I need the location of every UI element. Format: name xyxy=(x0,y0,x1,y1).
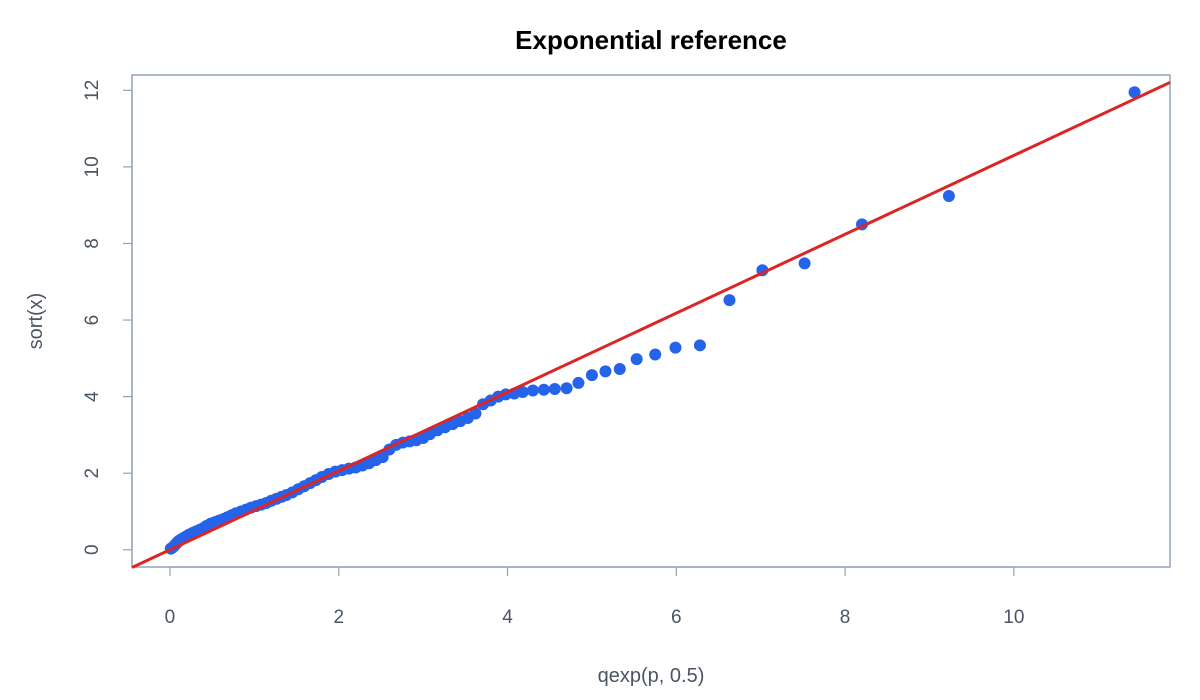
x-tick-label: 6 xyxy=(671,607,682,628)
chart-title: Exponential reference xyxy=(515,25,787,55)
x-tick-label: 2 xyxy=(333,607,344,628)
data-point xyxy=(585,369,598,382)
x-tick-label: 0 xyxy=(165,607,176,628)
data-point xyxy=(516,386,529,399)
data-point xyxy=(649,348,662,361)
data-point xyxy=(572,376,585,389)
data-point xyxy=(548,382,561,395)
reference-line-layer xyxy=(131,81,1171,569)
data-point xyxy=(693,339,706,352)
y-tick-label: 4 xyxy=(82,391,103,402)
data-point xyxy=(630,353,643,366)
data-point xyxy=(560,382,573,395)
y-tick-label: 6 xyxy=(82,315,103,326)
x-tick-label: 4 xyxy=(502,607,513,628)
y-axis-label: sort(x) xyxy=(25,293,47,350)
y-tick-label: 8 xyxy=(82,238,103,249)
data-point xyxy=(669,341,682,354)
data-point xyxy=(599,365,612,378)
data-point xyxy=(942,189,955,202)
data-point xyxy=(537,383,550,396)
y-axis: 0 2 4 6 8 10 12 xyxy=(82,80,133,555)
data-point xyxy=(723,294,736,307)
y-tick-label: 10 xyxy=(82,156,103,177)
x-tick-label: 10 xyxy=(1003,607,1024,628)
data-point xyxy=(798,257,811,270)
reference-line xyxy=(131,81,1171,569)
data-point xyxy=(613,363,626,376)
y-tick-label: 0 xyxy=(82,544,103,555)
y-tick-label: 12 xyxy=(82,80,103,101)
x-axis-label: qexp(p, 0.5) xyxy=(598,665,705,687)
data-point xyxy=(526,384,539,397)
data-point xyxy=(469,407,482,420)
x-axis: 0 2 4 6 8 10 xyxy=(165,566,1024,628)
y-tick-label: 2 xyxy=(82,468,103,479)
data-point xyxy=(1128,86,1141,99)
x-tick-label: 8 xyxy=(840,607,851,628)
